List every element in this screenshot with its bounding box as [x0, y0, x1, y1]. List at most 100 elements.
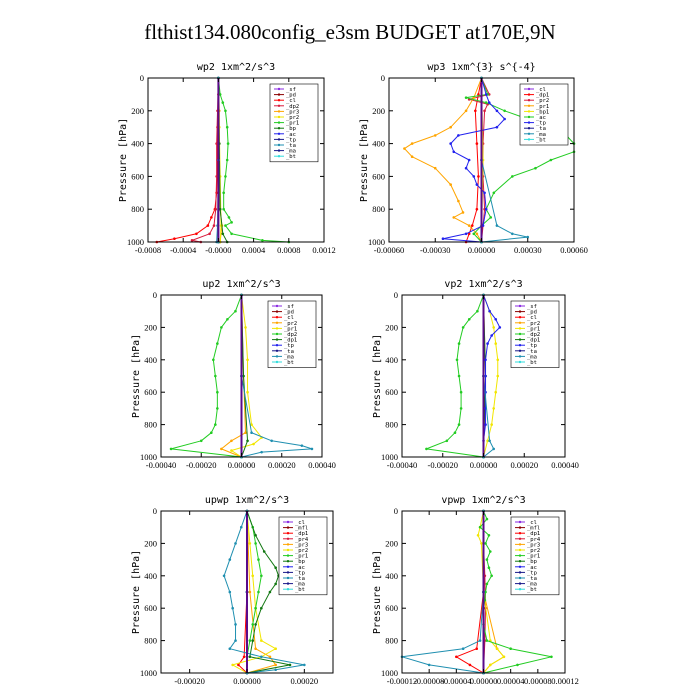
- vpwp-series-pr1-point-9: [485, 582, 489, 586]
- vp2-legend-marker-tp: [518, 344, 522, 347]
- vpwp-legend-marker-pr4: [518, 537, 522, 540]
- up2-series-ma-point-3: [270, 439, 273, 443]
- vpwp-series-pr2-point-8: [488, 663, 492, 667]
- wp3-series-pr1-point-6: [403, 147, 406, 150]
- vpwp-legend: _cl_mfl_dp1_pr4_pr3_pr2_pr1_bp_ac_tp_ta_…: [510, 516, 560, 596]
- upwp-series-ta-point-10: [260, 655, 263, 659]
- vp2-series-tp-point-5: [486, 342, 489, 345]
- upwp-series-bp-point-7: [260, 606, 263, 610]
- wp2-series-pr1-point-11: [230, 221, 233, 224]
- vp2-series-dp2-point-1: [476, 309, 479, 313]
- vpwp-series-dp1-point-2: [475, 647, 479, 650]
- vp2-series-dp2-point-8: [459, 407, 463, 410]
- upwp-legend-marker-dp1: [286, 532, 290, 535]
- wp2-series-dp2-point-3: [215, 175, 218, 178]
- upwp-series-pr1-point-7: [251, 623, 255, 626]
- wp2-series-dp2-point-7: [190, 239, 194, 242]
- upwp-series-pr1-point-4: [260, 574, 263, 578]
- vp2-x-tick-label-0: -0.00040: [387, 460, 417, 470]
- up2-series-ma-point-6: [260, 450, 263, 454]
- vp2-series-dp2-point-10: [453, 431, 457, 434]
- vpwp-legend-marker-ma: [518, 582, 522, 585]
- vp2-legend-marker-bt: [518, 360, 522, 364]
- wp3-series-tp-point-17: [441, 237, 445, 241]
- upwp-series-ta-line: [223, 510, 305, 674]
- chart-panel-vp2: vp2 1xm^2/s^3 Pressure [hPa] 0 200 400 600 800…: [372, 279, 579, 470]
- up2-series-pr1-point-4: [250, 423, 253, 426]
- wp2-series-cl-point-9: [173, 237, 176, 241]
- upwp-series-bp-point-10: [248, 655, 252, 659]
- wp3-series-dp1-point-4: [477, 175, 480, 178]
- vp2-x-tick-label-2: 0.00000: [470, 460, 498, 470]
- vpwp-legend-marker-ta: [518, 576, 522, 580]
- vp2-legend-marker-ma: [518, 355, 522, 358]
- wp3-series-pr1-point-7: [410, 155, 414, 159]
- vp2-series-dp2-point-4: [457, 342, 461, 345]
- up2-legend-label-dp1: _dp1: [284, 338, 297, 344]
- wp2-x-tick-label-4: 0.0008: [277, 245, 300, 255]
- up2-legend-marker-ma: [275, 355, 279, 358]
- wp2-series-pr1-point-5: [226, 142, 230, 145]
- wp2-x-tick-label-1: -0.0004: [170, 245, 197, 255]
- upwp-chart-title: upwp 1xm^2/s^3: [205, 495, 289, 506]
- upwp-series-ta-point-3: [228, 558, 232, 561]
- vpwp-x-tick-label-4: 0.00004: [497, 676, 525, 686]
- upwp-series-pr3-point-3: [268, 655, 272, 659]
- upwp-series-bp-point-11: [288, 663, 292, 667]
- wp3-series-dp1-point-2: [474, 109, 477, 113]
- vp2-series-pr1-point-9: [486, 439, 489, 443]
- wp2-legend-label-cl: _cl: [286, 98, 296, 104]
- upwp-series-pr1-point-2: [254, 542, 257, 545]
- upwp-series-pr2-point-2: [251, 574, 255, 578]
- vpwp-y-tick-label-3: 600: [385, 603, 398, 613]
- up2-series-dp2-point-6: [214, 374, 217, 378]
- up2-series-dp2-point-7: [216, 390, 219, 394]
- vpwp-y-tick-label-5: 1000: [381, 668, 398, 678]
- wp3-x-tick-label-4: 0.00060: [560, 245, 588, 255]
- upwp-legend-label-bt: _bt: [295, 587, 305, 593]
- wp2-legend-label-sf: _sf: [286, 87, 296, 93]
- wp3-series-pr1-point-12: [452, 216, 456, 219]
- wp3-legend-label-bt: _bt: [536, 137, 546, 143]
- wp2-y-tick-label-0: 0: [140, 73, 144, 83]
- wp3-legend-label-ma: _ma: [536, 132, 546, 138]
- vp2-y-tick-label-5: 1000: [381, 452, 398, 462]
- vp2-series-pr1-point-6: [494, 390, 498, 394]
- upwp-legend-marker-pr2: [286, 548, 290, 552]
- vpwp-legend-marker-cl: [518, 520, 522, 524]
- up2-y-tick-label-3: 600: [144, 387, 157, 397]
- up2-series-dp2-line: [170, 294, 242, 458]
- wp3-series-tp-point-1: [484, 93, 488, 96]
- up2-series-pr1-point-6: [252, 442, 255, 446]
- vp2-series-dp2-point-9: [457, 423, 461, 426]
- vpwp-y-tick-label-4: 800: [385, 636, 398, 646]
- wp2-series-cl-point-8: [195, 232, 198, 236]
- wp3-y-tick-label-0: 0: [381, 73, 385, 83]
- vp2-series-pr1-point-7: [492, 407, 495, 410]
- up2-series-dp2-point-10: [210, 431, 213, 434]
- vpwp-series-pr1-point-1: [485, 517, 489, 521]
- vp2-legend-label-pr2: _pr2: [527, 321, 540, 327]
- wp2-legend-marker-ma: [277, 149, 281, 152]
- upwp-series-bp-point-6: [268, 590, 272, 594]
- wp2-legend-label-ma: _ma: [286, 149, 296, 155]
- wp2-x-tick-label-2: -0.0000: [205, 245, 231, 255]
- wp2-series-bp-point-3: [221, 232, 225, 236]
- wp3-legend-label-ta: _ta: [536, 126, 546, 132]
- wp3-legend-marker-cl: [527, 87, 531, 91]
- vpwp-x-tick-label-1: -0.00008: [414, 676, 444, 686]
- up2-legend-label-ta: _ta: [284, 349, 294, 355]
- up2-legend-label-pr1: _pr1: [284, 326, 297, 332]
- wp3-series-pr1-point-3: [449, 125, 452, 129]
- upwp-y-tick-label-0: 0: [153, 506, 157, 516]
- up2-series-dp1-point-2: [246, 439, 249, 443]
- up2-series-pr1-point-1: [244, 326, 247, 329]
- wp2-legend-marker-tp: [277, 138, 281, 141]
- vpwp-series-pr1-point-16: [550, 655, 553, 659]
- wp3-x-tick-label-2: 0.00000: [468, 245, 496, 255]
- vp2-x-tick-label-3: 0.00020: [510, 460, 538, 470]
- upwp-legend-marker-bt: [286, 588, 290, 591]
- wp2-series-pr1-line: [217, 77, 289, 243]
- wp2-legend-marker-pr3: [277, 110, 281, 113]
